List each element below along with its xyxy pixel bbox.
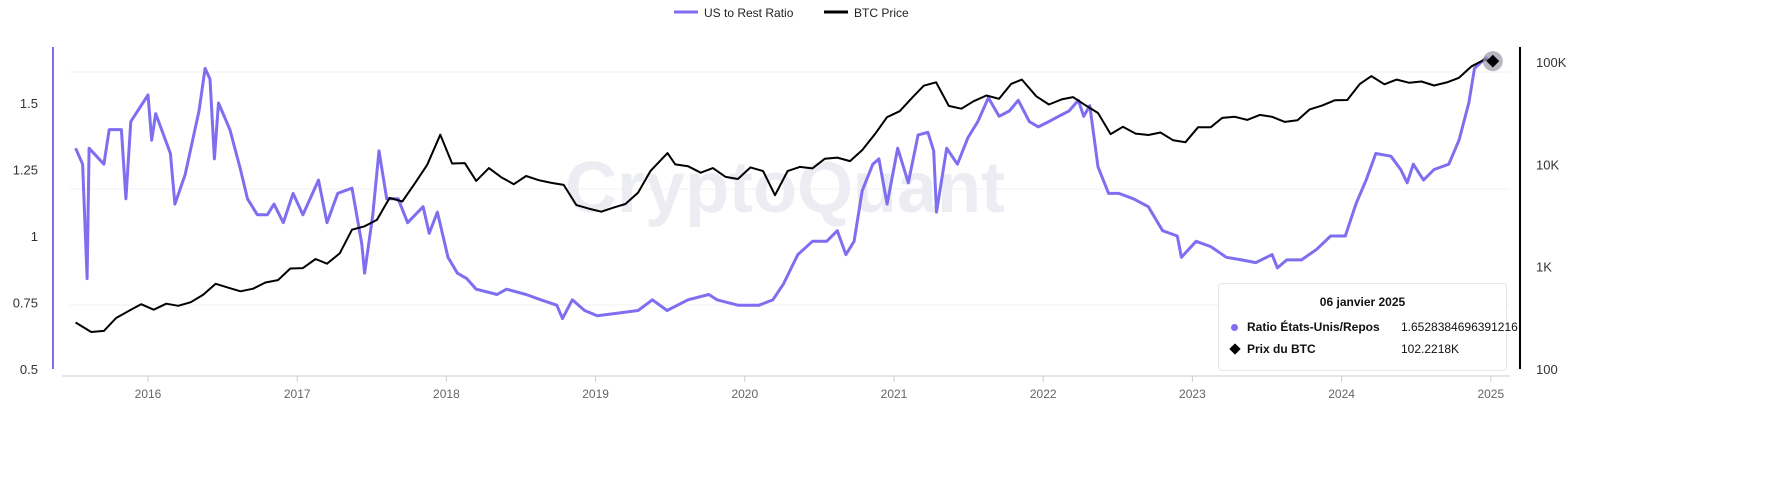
x-tick-label: 2020 <box>731 387 758 401</box>
right-tick-label: 100K <box>1536 55 1567 70</box>
series <box>74 56 1494 333</box>
x-tick-label: 2018 <box>433 387 460 401</box>
tooltip-value: 1.6528384696391216 <box>1401 320 1518 334</box>
x-tick-label: 2024 <box>1328 387 1355 401</box>
tooltip-date: 06 janvier 2025 <box>1319 295 1406 309</box>
left-tick-label: 1 <box>31 229 38 244</box>
right-tick-label: 10K <box>1536 157 1559 172</box>
tooltip: 06 janvier 2025 Ratio États-Unis/Repos 1… <box>1218 283 1518 371</box>
tooltip-label: Ratio États-Unis/Repos <box>1247 320 1380 334</box>
circle-marker-icon <box>1231 324 1238 331</box>
right-tick-label: 100 <box>1536 362 1558 377</box>
left-tick-label: 1.25 <box>13 163 38 178</box>
legend-item-btc-price[interactable]: BTC Price <box>824 6 909 20</box>
legend-item-us-to-rest-ratio[interactable]: US to Rest Ratio <box>674 6 794 20</box>
left-tick-label: 0.5 <box>20 362 38 377</box>
diamond-marker-icon <box>1229 343 1241 355</box>
legend[interactable]: US to Rest Ratio BTC Price <box>674 6 909 20</box>
btc-price-line <box>75 58 1493 333</box>
right-tick-label: 1K <box>1536 260 1552 275</box>
x-tick-label: 2019 <box>582 387 609 401</box>
x-tick-label: 2016 <box>135 387 162 401</box>
x-tick-label: 2017 <box>284 387 311 401</box>
x-tick-label: 2023 <box>1179 387 1206 401</box>
left-tick-label: 0.75 <box>13 296 38 311</box>
axes: 0.5 0.75 1 1.25 1.5 100 1K 10K 100K 2016 2017 2018 2… <box>13 47 1567 401</box>
tooltip-label: Prix du BTC <box>1247 342 1316 356</box>
legend-label: BTC Price <box>854 6 909 20</box>
x-tick-label: 2022 <box>1030 387 1057 401</box>
watermark: CryptoQuant <box>565 148 1005 228</box>
x-tick-label: 2021 <box>881 387 908 401</box>
us-to-rest-ratio-line <box>74 56 1494 320</box>
legend-label: US to Rest Ratio <box>704 6 794 20</box>
tooltip-value: 102.2218K <box>1401 342 1460 356</box>
x-tick-label: 2025 <box>1477 387 1504 401</box>
left-tick-label: 1.5 <box>20 96 38 111</box>
hover-marker <box>1482 51 1503 72</box>
